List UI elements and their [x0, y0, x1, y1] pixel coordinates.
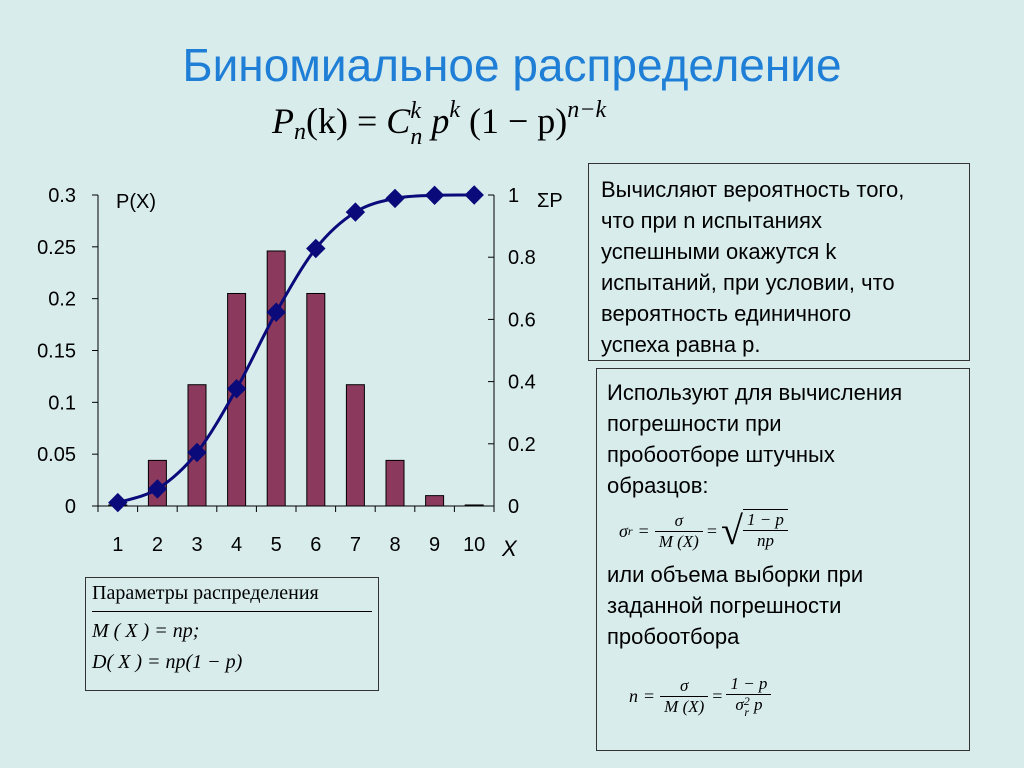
usage-line: заданной погрешности	[607, 593, 842, 618]
cumulative-point	[187, 442, 207, 463]
parameters-box: Параметры распределения M ( X ) = np; D(…	[85, 577, 379, 691]
usage-line: образцов:	[607, 473, 709, 498]
variance-formula: D( X ) = np(1 − p)	[92, 651, 243, 673]
x-tick-label: 8	[389, 534, 400, 556]
right-tick-label: 1	[508, 185, 519, 207]
bar	[266, 250, 286, 507]
right-tick-label: 0.4	[508, 372, 536, 394]
right-tick-label: 0	[508, 496, 519, 518]
right-tick-label: 0.2	[508, 434, 536, 456]
usage-line: погрешности при	[607, 411, 782, 436]
description-line: успешными окажутся k	[601, 239, 837, 264]
cumulative-point	[226, 379, 247, 399]
x-tick-label: 9	[429, 534, 440, 556]
right-axis-label: ΣP	[537, 190, 563, 212]
usage-line: пробоотбора	[607, 624, 740, 649]
cumulative-point	[108, 492, 128, 513]
right-tick-label: 0.8	[508, 247, 536, 269]
slide-title: Биномиальное распределение	[182, 39, 842, 91]
left-axis-label: P(X)	[116, 191, 156, 213]
x-tick-label: 2	[152, 534, 163, 556]
description-box: Вычисляют вероятность того, что при n ис…	[588, 163, 970, 361]
cumulative-point	[345, 202, 366, 222]
right-tick-label: 0.6	[508, 309, 536, 331]
sqrt-sign: √	[721, 508, 743, 553]
x-tick-label: 3	[191, 534, 202, 556]
left-tick-label: 0	[65, 496, 76, 518]
bar	[425, 495, 445, 507]
cumulative-line	[117, 193, 475, 505]
bar	[345, 384, 365, 507]
usage-line: или объема выборки при	[607, 562, 864, 587]
left-tick-label: 0.1	[48, 392, 76, 414]
bar	[385, 459, 405, 507]
parameters-header: Параметры распределения	[92, 582, 372, 612]
usage-line: пробоотборе штучных	[607, 442, 835, 467]
bar	[306, 292, 326, 507]
left-tick-label: 0.15	[37, 341, 76, 363]
left-tick-label: 0.25	[37, 237, 76, 259]
mean-formula: M ( X ) = np;	[92, 620, 200, 642]
x-tick-label: 10	[463, 534, 485, 556]
cumulative-point	[266, 302, 286, 322]
usage-line: Используют для вычисления	[607, 380, 903, 405]
x-axis-label: X	[501, 536, 518, 561]
cumulative-point	[385, 188, 405, 209]
cumulative-point	[147, 479, 168, 499]
x-tick-label: 4	[231, 534, 242, 556]
description-line: вероятность единичного	[601, 301, 852, 326]
x-tick-label: 5	[271, 534, 282, 556]
description-line: что при n испытаниях	[601, 208, 822, 233]
cumulative-point	[464, 185, 484, 205]
usage-box: Используют для вычисления погрешности пр…	[596, 368, 970, 751]
x-tick-label: 1	[112, 534, 123, 556]
cumulative-point	[306, 238, 326, 259]
description-line: Вычисляют вероятность того,	[601, 177, 905, 202]
description-line: успеха равна p.	[601, 332, 761, 357]
left-tick-label: 0.3	[48, 185, 76, 207]
x-tick-label: 7	[350, 534, 361, 556]
cumulative-point	[424, 185, 445, 206]
x-tick-label: 6	[310, 534, 321, 556]
left-tick-label: 0.2	[48, 289, 76, 311]
left-tick-label: 0.05	[37, 444, 76, 466]
description-line: испытаний, при условии, что	[601, 270, 895, 295]
